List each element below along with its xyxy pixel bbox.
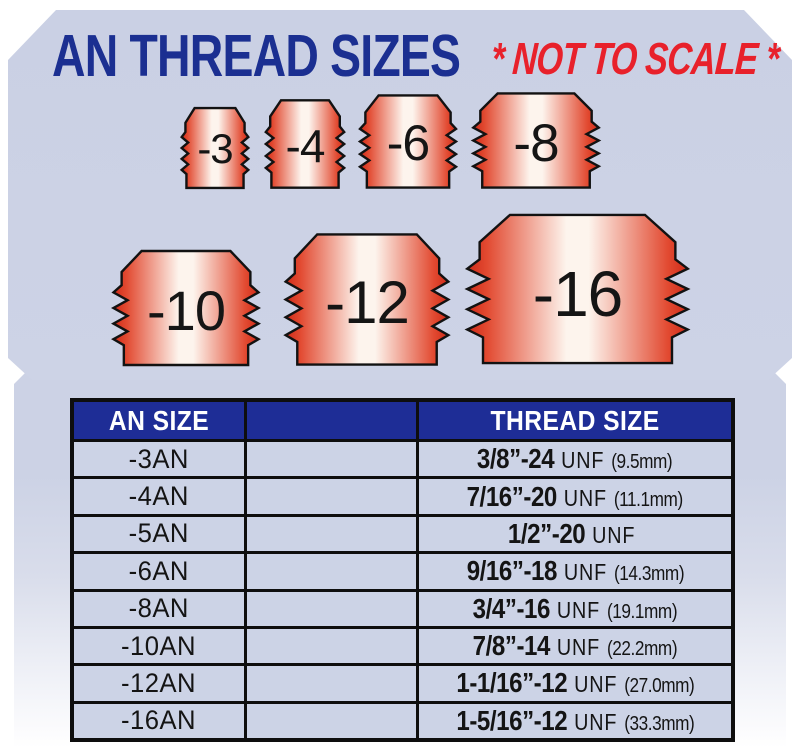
fitting-label: -8: [513, 113, 559, 173]
column-header-middle: [247, 402, 416, 439]
fitting-illustration-8an: -8: [471, 91, 601, 190]
table-row-middle-cell: [247, 628, 416, 664]
thread-fraction: 9/16”-18: [466, 555, 557, 587]
fitting-illustration-4an: -4: [264, 98, 346, 190]
thread-metric: (14.3mm): [613, 563, 685, 586]
table-row-an-size: -8AN: [74, 591, 244, 626]
table-row-thread-size: 7/16”-20 UNF (11.1mm): [419, 479, 731, 514]
table-row-an-size: -6AN: [74, 554, 244, 589]
thread-metric: (33.3mm): [623, 712, 695, 735]
table-row-middle-cell: [247, 554, 416, 589]
thread-fraction: 7/8”-14: [472, 630, 551, 662]
table-row-thread-size: 1-5/16”-12 UNF (33.3mm): [419, 703, 731, 738]
thread-fraction: 1/2”-20: [507, 517, 586, 549]
table-row-thread-size: 7/8”-14 UNF (22.2mm): [419, 628, 731, 664]
table-row-middle-cell: [247, 666, 416, 701]
table-row-thread-size: 1-1/16”-12 UNF (27.0mm): [419, 666, 731, 701]
thread-standard: UNF: [573, 671, 617, 698]
thread-standard: UNF: [561, 447, 605, 474]
table-row-middle-cell: [247, 703, 416, 738]
column-header-thread-size: THREAD SIZE: [419, 402, 731, 439]
fitting-label: -3: [197, 125, 233, 173]
an-thread-size-table: AN SIZE THREAD SIZE -3AN 3/8”-24 UNF (9.…: [70, 398, 735, 742]
thread-standard: UNF: [556, 596, 601, 623]
thread-metric: (11.1mm): [614, 488, 684, 511]
page-title: AN THREAD SIZES: [52, 23, 461, 90]
table-row-middle-cell: [247, 442, 416, 477]
fitting-illustration-10an: -10: [111, 248, 261, 368]
thread-metric: (27.0mm): [623, 675, 695, 698]
table-row-middle-cell: [247, 479, 416, 514]
not-to-scale-note: * NOT TO SCALE *: [489, 33, 781, 84]
table-row-an-size: -12AN: [74, 666, 244, 701]
fitting-label: -16: [532, 257, 624, 330]
table-row-an-size: -3AN: [74, 442, 244, 477]
fitting-label: -4: [285, 119, 326, 172]
table-row-an-size: -16AN: [74, 703, 244, 738]
fitting-label: -6: [386, 115, 430, 172]
table-row-middle-cell: [247, 516, 416, 552]
table-row-thread-size: 3/8”-24 UNF (9.5mm): [419, 442, 731, 477]
fitting-label: -10: [147, 279, 226, 343]
thread-fraction: 3/8”-24: [477, 443, 555, 475]
column-header-an-size: AN SIZE: [74, 402, 244, 439]
table-row-middle-cell: [247, 591, 416, 626]
table-row-thread-size: 3/4”-16 UNF (19.1mm): [419, 591, 731, 626]
thread-metric: (19.1mm): [607, 600, 678, 623]
table-row-an-size: -5AN: [74, 516, 244, 552]
table-row-thread-size: 1/2”-20 UNF: [419, 516, 731, 552]
thread-metric: (22.2mm): [607, 638, 678, 661]
thread-fraction: 1-5/16”-12: [455, 704, 567, 736]
thread-metric: (9.5mm): [611, 451, 673, 474]
fitting-illustration-3an: -3: [180, 106, 250, 190]
fitting-label: -12: [325, 269, 410, 337]
thread-standard: UNF: [564, 484, 608, 511]
thread-standard: UNF: [556, 634, 601, 661]
thread-fraction: 3/4”-16: [472, 592, 551, 624]
thread-fraction: 1-1/16”-12: [455, 667, 567, 699]
table-row-an-size: -10AN: [74, 628, 244, 664]
fitting-illustration-6an: -6: [358, 93, 458, 190]
thread-fraction: 7/16”-20: [466, 480, 558, 512]
thread-standard: UNF: [573, 708, 617, 735]
table-row-thread-size: 9/16”-18 UNF (14.3mm): [419, 554, 731, 589]
fitting-illustration-12an: -12: [283, 231, 451, 368]
fitting-illustration-16an: -16: [465, 211, 690, 367]
table-row-an-size: -4AN: [74, 479, 244, 514]
thread-standard: UNF: [592, 521, 636, 548]
thread-standard: UNF: [563, 559, 607, 586]
